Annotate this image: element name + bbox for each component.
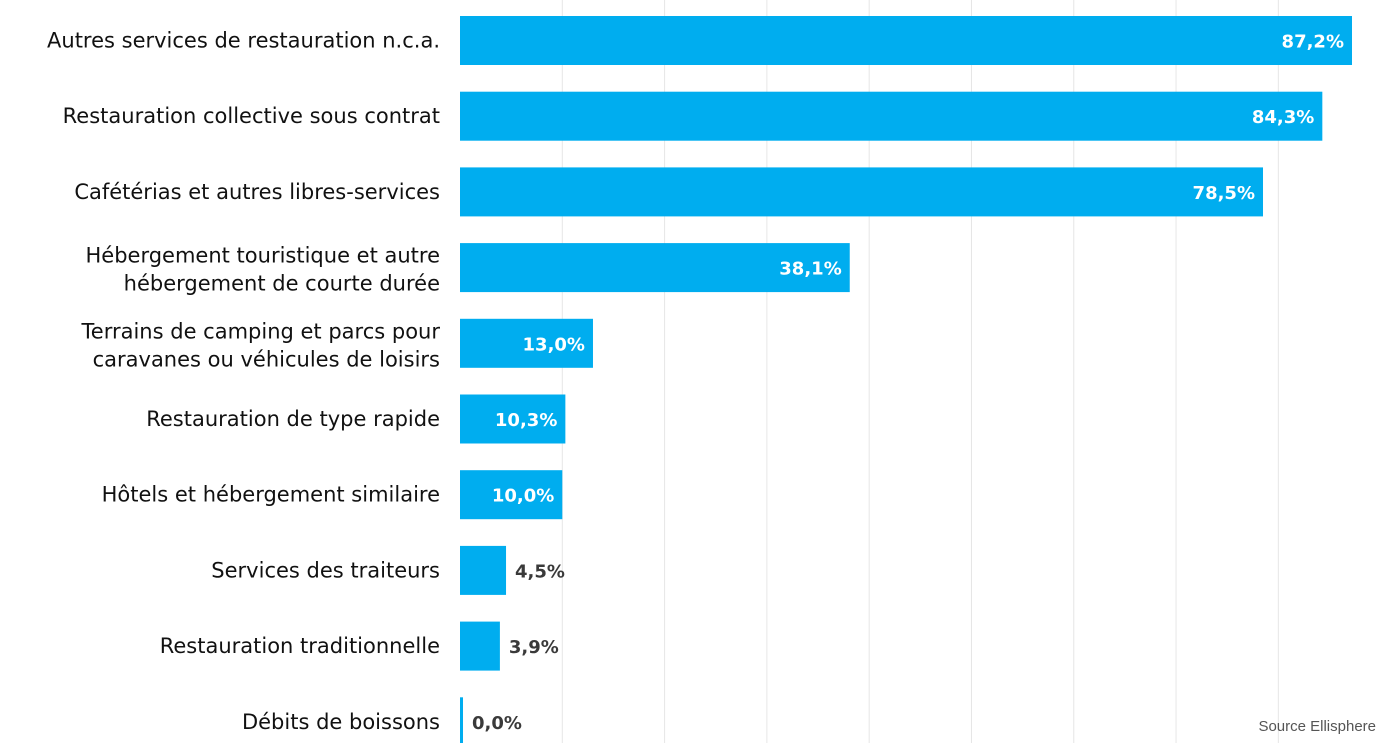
- category-label-line: hébergement de courte durée: [124, 272, 440, 296]
- value-label: 3,9%: [509, 637, 559, 658]
- value-label: 13,0%: [523, 334, 585, 355]
- bars: [460, 16, 1352, 743]
- bar: [460, 697, 463, 743]
- value-label: 10,0%: [492, 486, 554, 507]
- category-labels: Autres services de restauration n.c.a. Re…: [47, 29, 440, 734]
- category-label-line: Terrains de camping et parcs pour: [81, 319, 441, 343]
- bar: [460, 470, 563, 520]
- value-label: 38,1%: [779, 259, 841, 280]
- category-label-line: Hôtels et hébergement similaire: [102, 483, 440, 507]
- bar: [460, 621, 500, 671]
- bar: [460, 318, 593, 368]
- bar: [460, 394, 566, 444]
- value-label: 78,5%: [1193, 183, 1255, 204]
- category-label: Restauration collective sous contrat: [63, 104, 440, 128]
- category-label-line: Restauration collective sous contrat: [63, 104, 440, 128]
- category-label-line: Autres services de restauration n.c.a.: [47, 29, 440, 53]
- value-label: 84,3%: [1252, 107, 1314, 128]
- source-note: Source Ellisphere: [1258, 718, 1376, 735]
- category-label: Cafétérias et autres libres-services: [74, 180, 440, 204]
- bar: [460, 16, 1352, 65]
- category-label-line: caravanes ou véhicules de loisirs: [93, 347, 440, 371]
- category-label: Services des traiteurs: [211, 558, 440, 582]
- bar: [460, 545, 507, 595]
- value-label: 10,3%: [495, 410, 557, 431]
- category-label-line: Services des traiteurs: [211, 558, 440, 582]
- category-label: Autres services de restauration n.c.a.: [47, 29, 440, 53]
- category-label-line: Restauration traditionnelle: [160, 634, 440, 658]
- value-label: 87,2%: [1282, 32, 1344, 53]
- bar: [460, 167, 1264, 217]
- category-label: Débits de boissons: [242, 710, 440, 734]
- value-label: 4,5%: [515, 561, 565, 582]
- category-label: Hôtels et hébergement similaire: [102, 483, 440, 507]
- category-label: Restauration traditionnelle: [160, 634, 440, 658]
- value-label: 0,0%: [472, 713, 522, 734]
- category-label-line: Hébergement touristique et autre: [85, 244, 440, 268]
- category-label-line: Restauration de type rapide: [146, 407, 440, 431]
- category-label: Terrains de camping et parcs pour caravan…: [81, 319, 441, 371]
- category-label: Restauration de type rapide: [146, 407, 440, 431]
- category-label: Hébergement touristique et autre hébergem…: [85, 244, 440, 296]
- bar: [460, 243, 850, 293]
- bar: [460, 91, 1323, 141]
- category-label-line: Cafétérias et autres libres-services: [74, 180, 440, 204]
- category-label-line: Débits de boissons: [242, 710, 440, 734]
- value-labels: 87,2% 84,3% 78,5% 38,1% 13,0% 10,3% 10,0% 4,5% 3…: [472, 32, 1344, 734]
